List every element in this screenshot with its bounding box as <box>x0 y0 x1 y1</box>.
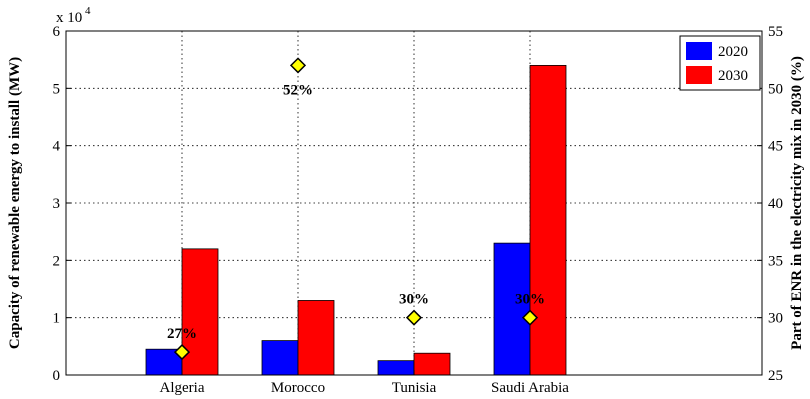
y-tick-label: 1 <box>53 311 61 327</box>
bar-2020-tunisia <box>377 360 415 376</box>
y-tick-label: 5 <box>53 81 61 97</box>
legend-label-2030: 2030 <box>718 68 748 84</box>
y-tick-label: 6 <box>53 24 61 40</box>
share-marker <box>405 309 423 326</box>
y-tick-label: 2 <box>53 253 61 269</box>
share-marker <box>521 309 539 326</box>
y2-tick-label: 45 <box>768 139 783 155</box>
y2-tick-label: 30 <box>768 311 783 327</box>
share-label: 52% <box>283 82 313 98</box>
y-exponent: x 10 4 <box>56 5 91 26</box>
x-tick-label: Morocco <box>271 380 325 396</box>
legend-label-2020: 2020 <box>718 44 748 60</box>
bar-2030-morocco <box>297 300 335 376</box>
bar-2020-saudi-arabia <box>493 242 531 376</box>
legend-swatch-2030 <box>686 66 712 84</box>
share-label: 30% <box>399 292 429 308</box>
y-axis-title: Capacity of renewable energy to install … <box>7 57 23 349</box>
y2-tick-label: 35 <box>768 253 783 269</box>
y2-tick-label: 25 <box>768 368 783 384</box>
x-tick-label: Tunisia <box>392 380 437 396</box>
y-exponent-power: 4 <box>85 5 91 17</box>
bar-2030-saudi-arabia <box>529 65 567 376</box>
bars <box>145 65 567 376</box>
legend: 2020 2030 <box>679 35 761 91</box>
share-label: 30% <box>515 292 545 308</box>
y-tick-label: 3 <box>53 196 61 212</box>
share-label: 27% <box>167 326 197 342</box>
bar-2020-morocco <box>261 340 299 376</box>
y-tick-label: 4 <box>53 139 61 155</box>
y2-tick-label: 40 <box>768 196 783 212</box>
y2-tick-label: 55 <box>768 24 783 40</box>
y2-axis-title: Part of ENR in the electricity mix in 20… <box>789 56 805 350</box>
x-tick-label: Algeria <box>160 380 205 396</box>
bar-2030-algeria <box>181 248 219 376</box>
x-tick-label: Saudi Arabia <box>491 380 569 396</box>
bar-2030-tunisia <box>413 352 451 376</box>
y-exponent-base: x 10 <box>56 10 82 26</box>
y-tick-label: 0 <box>53 368 61 384</box>
share-marker <box>289 57 307 74</box>
share-marker <box>173 344 191 361</box>
y2-tick-label: 50 <box>768 81 783 97</box>
share-markers: 27% 52% 30% 30% <box>167 57 545 361</box>
legend-swatch-2020 <box>686 42 712 60</box>
